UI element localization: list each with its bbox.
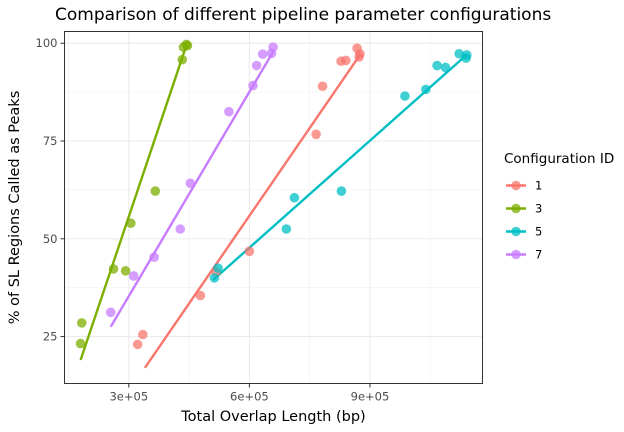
legend-label-5: 5 <box>535 225 542 239</box>
point-config-5 <box>213 263 223 273</box>
point-config-3 <box>108 264 119 274</box>
point-config-7 <box>175 224 186 234</box>
point-config-1 <box>317 81 328 92</box>
point-config-1 <box>311 129 321 140</box>
point-config-7 <box>268 42 278 52</box>
point-config-7 <box>224 106 234 117</box>
point-config-1 <box>138 329 148 340</box>
point-config-7 <box>257 49 268 59</box>
legend-label-3: 3 <box>535 202 542 216</box>
point-config-3 <box>75 338 86 349</box>
point-config-3 <box>76 318 87 328</box>
x-tick-label: 3e+05 <box>109 390 148 404</box>
point-config-3 <box>182 40 193 51</box>
point-config-1 <box>244 246 255 257</box>
legend-key-point-3 <box>511 203 521 214</box>
fit-line-config-1 <box>143 54 361 369</box>
point-config-7 <box>248 80 258 91</box>
point-config-3 <box>126 218 136 228</box>
x-axis-ticks: 3e+05 6e+05 9e+05 <box>109 383 390 404</box>
plot-border <box>64 31 483 384</box>
point-config-5 <box>336 186 347 196</box>
point-config-1 <box>132 339 143 350</box>
chart-title: Comparison of different pipeline paramet… <box>55 5 551 25</box>
legend-key-point-7 <box>511 249 521 260</box>
point-config-7 <box>185 178 196 189</box>
legend-key-point-5 <box>511 226 521 237</box>
x-axis-title: Total Overlap Length (bp) <box>180 409 365 425</box>
point-config-7 <box>251 60 262 71</box>
point-config-5 <box>432 60 442 71</box>
point-config-5 <box>400 91 410 101</box>
y-tick-label: 25 <box>43 330 58 344</box>
x-tick-label: 9e+05 <box>351 390 390 404</box>
legend-items: 1 3 5 7 <box>506 179 542 262</box>
legend-key-point-1 <box>511 180 521 191</box>
y-tick-label: 75 <box>43 134 58 148</box>
point-config-3 <box>177 54 188 65</box>
point-config-5 <box>289 192 300 203</box>
legend-label-1: 1 <box>535 179 542 193</box>
point-config-7 <box>105 307 116 318</box>
legend-label-7: 7 <box>535 248 542 262</box>
x-tick-label: 6e+05 <box>230 390 269 404</box>
point-config-3 <box>120 266 131 276</box>
point-config-1 <box>195 290 206 301</box>
point-config-3 <box>150 186 161 196</box>
y-tick-label: 50 <box>43 232 58 246</box>
y-axis-title: % of SL Regions Called as Peaks <box>7 91 23 325</box>
point-config-5 <box>440 62 451 73</box>
fit-line-config-3 <box>79 42 189 361</box>
data-points <box>75 39 472 350</box>
point-config-1 <box>355 48 365 59</box>
point-config-5 <box>281 224 292 234</box>
point-config-1 <box>341 55 351 66</box>
point-config-5 <box>454 48 464 59</box>
legend-title: Configuration ID <box>504 151 614 167</box>
fit-line-config-7 <box>109 50 275 328</box>
y-tick-label: 100 <box>36 36 58 50</box>
point-config-5 <box>462 50 472 60</box>
point-config-5 <box>209 273 220 283</box>
y-axis-ticks: 25 50 75 100 <box>36 36 65 344</box>
point-config-7 <box>149 252 159 262</box>
plot-panel <box>64 31 483 384</box>
point-config-7 <box>128 271 139 281</box>
point-config-5 <box>421 84 431 95</box>
legend: Configuration ID 1 3 5 7 <box>504 151 614 262</box>
